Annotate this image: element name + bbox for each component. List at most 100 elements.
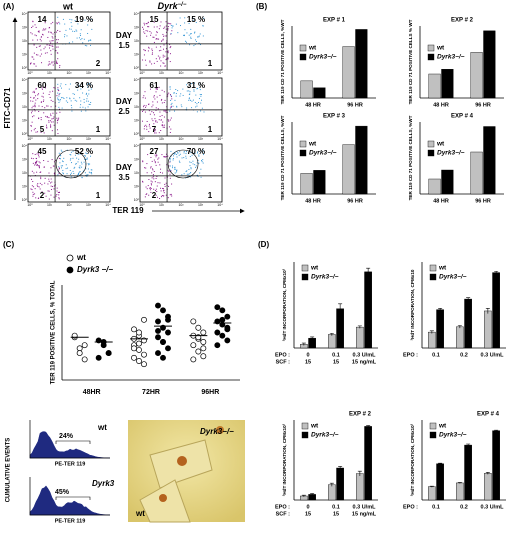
cell-event	[152, 168, 154, 170]
cell-event	[37, 98, 39, 100]
cell-event	[176, 169, 178, 171]
cell-event	[155, 188, 157, 190]
cell-event	[32, 181, 34, 183]
axis-tick-label: 10¹	[47, 137, 53, 141]
cell-event	[157, 182, 159, 184]
x-tick-label: 96 HR	[347, 198, 363, 204]
panel-label: (B)	[256, 2, 267, 11]
cell-event	[160, 119, 162, 121]
cell-event	[156, 154, 158, 156]
cell-event	[51, 36, 53, 38]
legend-label: wt	[76, 253, 86, 262]
cell-event	[69, 159, 71, 161]
point	[219, 307, 226, 314]
cell-event	[39, 55, 41, 57]
y-axis-label: ³HdT INCORPORATION, CPMx10	[410, 269, 415, 340]
cell-event	[156, 60, 158, 62]
cell-event	[58, 93, 60, 95]
cell-event	[163, 91, 165, 93]
cell-event	[156, 191, 158, 193]
cell-event	[188, 97, 190, 99]
cell-event	[143, 128, 145, 130]
cell-event	[198, 98, 200, 100]
cell-event	[164, 177, 166, 179]
point	[200, 353, 207, 360]
cell-event	[52, 165, 54, 167]
axis-tick-label: 10³	[134, 25, 140, 29]
cell-event	[56, 112, 58, 114]
axis-tick-label: 10¹	[134, 118, 140, 122]
cell-event	[38, 156, 40, 158]
cell-event	[143, 104, 145, 106]
cell-event	[56, 95, 58, 97]
point	[81, 342, 88, 349]
quadrant-value: 1	[96, 191, 101, 200]
axis-tick-label: 10³	[22, 157, 28, 161]
cell-event	[61, 150, 63, 152]
cell-event	[80, 100, 82, 102]
cell-event	[169, 173, 171, 175]
cell-event	[188, 173, 190, 175]
cell-event	[60, 97, 62, 99]
cell-event	[200, 110, 202, 112]
y-axis-label: CUMULATIVE EVENTS	[6, 438, 12, 503]
cell-event	[162, 188, 164, 190]
axis-tick-label: 10⁴	[217, 137, 223, 141]
axis-tick-label: 10²	[134, 39, 140, 43]
legend-label: Dyrk3−/−	[309, 54, 337, 61]
cell-event	[146, 193, 148, 195]
point	[141, 316, 147, 323]
cell-event	[34, 193, 36, 195]
cell-event	[162, 121, 164, 123]
cell-event	[158, 157, 160, 159]
cell-event	[84, 107, 86, 109]
legend-swatch	[299, 53, 307, 61]
cell-event	[63, 157, 65, 159]
cell-event	[43, 160, 45, 162]
cell-event	[149, 113, 151, 115]
cell-event	[167, 93, 169, 95]
cell-event	[167, 52, 169, 54]
gate-percent: 45%	[55, 489, 70, 496]
cell-event	[37, 131, 39, 133]
x-tick-label: 0.3 U/mL	[481, 352, 505, 358]
cell-event	[202, 162, 204, 164]
cell-event	[84, 44, 86, 46]
axis-tick-label: 10³	[22, 25, 28, 29]
axis-tick-label: 10¹	[159, 137, 165, 141]
cell-event	[87, 86, 89, 88]
cell-event	[165, 51, 167, 53]
cell-event	[158, 38, 160, 40]
cell-event	[179, 95, 181, 97]
cell-event	[52, 112, 54, 114]
cell-event	[194, 153, 196, 155]
cell-event	[47, 160, 49, 162]
gate	[167, 149, 199, 179]
cell-event	[84, 158, 86, 160]
x-tick-label: 0	[306, 352, 309, 358]
cell-event	[190, 99, 192, 101]
cell-event	[172, 159, 174, 161]
cell-event	[87, 84, 89, 86]
x-row-label: SCF :	[276, 359, 291, 365]
cell-event	[162, 54, 164, 56]
cell-event	[158, 50, 160, 52]
cell-event	[70, 100, 72, 102]
chart-title: EXP # 4	[451, 114, 474, 120]
cell-event	[162, 195, 164, 197]
quadrant-value: 31 %	[187, 81, 205, 90]
cell-event	[153, 114, 155, 116]
cell-event	[147, 185, 149, 187]
quadrant-value: 34 %	[75, 81, 93, 90]
cell-event	[89, 104, 91, 106]
cell-event	[80, 161, 82, 163]
cell-event	[167, 50, 169, 52]
cell-event	[200, 151, 202, 153]
cell-event	[196, 111, 198, 113]
cell-event	[171, 30, 173, 32]
cell-event	[68, 42, 70, 44]
cell-event	[169, 160, 171, 162]
cell-event	[142, 59, 144, 61]
cell-event	[46, 105, 48, 107]
cell-event	[182, 34, 184, 36]
